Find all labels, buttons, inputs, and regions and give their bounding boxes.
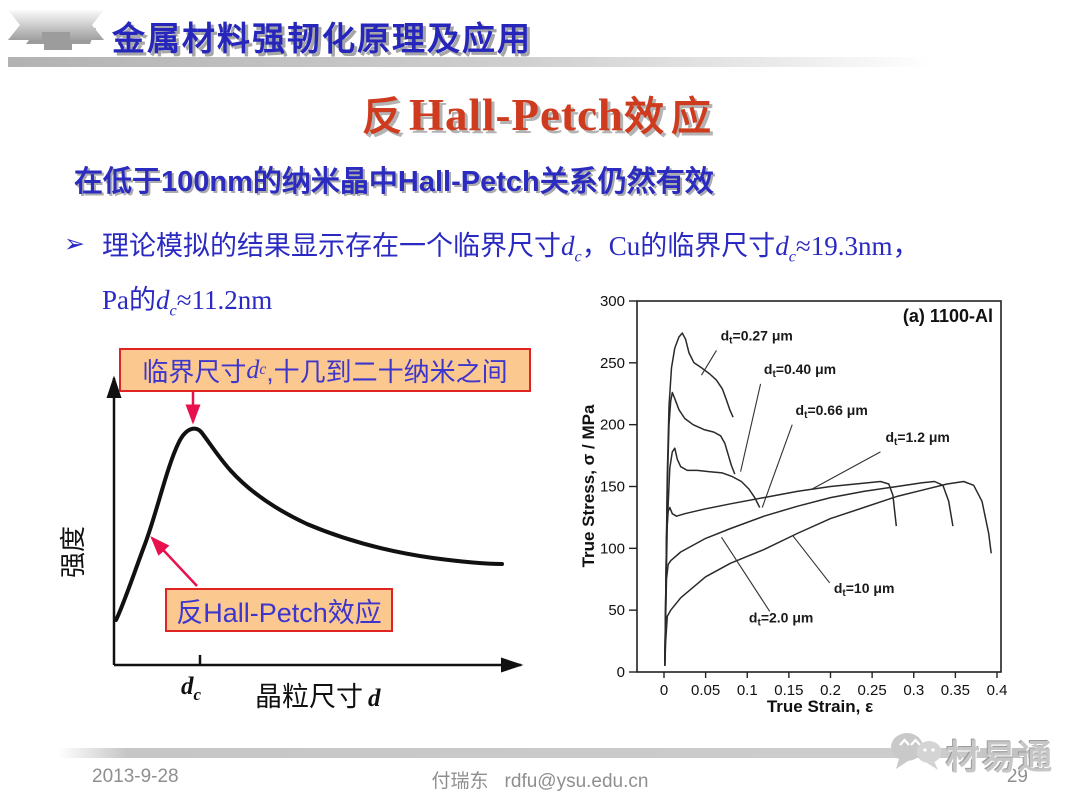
bullet-marker-icon: ➢: [64, 230, 85, 258]
value-11nm: ≈11.2nm: [176, 285, 273, 316]
element-pa: Pa: [102, 285, 129, 316]
svg-text:250: 250: [600, 355, 625, 372]
value-19nm: ≈19.3nm: [795, 231, 893, 261]
footer-divider: [58, 748, 1048, 758]
strength-curve: [114, 426, 504, 622]
svg-text:True Stress, σ / MPa: True Stress, σ / MPa: [580, 404, 598, 567]
annotation-arrow-rising: [150, 536, 198, 587]
schematic-plot: 强度 dc 晶粒尺寸 d: [58, 375, 524, 712]
svg-text:dt=0.66 μm: dt=0.66 μm: [796, 402, 868, 421]
x-axis-label: 晶粒尺寸 d: [255, 682, 381, 712]
math-sub-c: c: [259, 361, 267, 378]
svg-text:True Strain, ε: True Strain, ε: [767, 697, 873, 716]
slide-title: 反Hall-Petch效应: [0, 84, 1080, 142]
svg-text:0.15: 0.15: [774, 682, 803, 699]
svg-text:0.35: 0.35: [941, 682, 970, 699]
svg-text:dt=0.40 μm: dt=0.40 μm: [764, 361, 836, 380]
math-d: d: [156, 285, 170, 316]
math-d: d: [561, 231, 575, 261]
svg-text:0.4: 0.4: [987, 682, 1008, 699]
svg-text:200: 200: [600, 417, 625, 434]
svg-text:300: 300: [600, 293, 625, 310]
bullet-text: 理论模拟的结果显示存在一个临界尺寸dc，Cu的临界尺寸dc≈19.3nm， Pa…: [102, 224, 1059, 333]
slide-title-cn-prefix: 反: [362, 95, 410, 139]
footer-date: 2013-9-28: [92, 766, 179, 787]
slide-title-cn-suffix: 效应: [623, 95, 718, 139]
course-title: 金属材料强韧化原理及应用: [112, 20, 532, 57]
callout-critical-size: 临界尺寸 d c ,十几到二十纳米之间: [119, 348, 531, 392]
svg-text:0: 0: [660, 682, 668, 699]
bullet-item: ➢ 理论模拟的结果显示存在一个临界尺寸dc，Cu的临界尺寸dc≈19.3nm， …: [64, 224, 1059, 333]
callout-text: ,十几到二十纳米之间: [266, 356, 508, 387]
header-divider: [8, 57, 933, 67]
svg-text:0.1: 0.1: [737, 682, 758, 699]
svg-text:dt=10 μm: dt=10 μm: [834, 580, 895, 599]
footer-email: rdfu@ysu.edu.cn: [504, 771, 649, 792]
svg-text:dt=1.2 μm: dt=1.2 μm: [885, 429, 949, 448]
watermark: 材易通: [886, 726, 1054, 782]
svg-text:0: 0: [617, 664, 625, 681]
svg-text:0.05: 0.05: [691, 682, 720, 699]
svg-text:(a) 1100-Al: (a) 1100-Al: [903, 306, 993, 326]
bullet-text-part: 的: [129, 285, 156, 316]
footer-author: 付瑞东: [431, 771, 489, 792]
svg-text:150: 150: [600, 478, 625, 495]
watermark-text: 材易通: [946, 738, 1054, 777]
math-sub-c: c: [574, 247, 582, 266]
slide-title-latin: Hall-Petch: [409, 90, 624, 140]
chat-bubbles-logo-icon: [891, 733, 942, 770]
school-ribbon-logo-icon: [8, 10, 104, 50]
svg-text:0.2: 0.2: [820, 682, 841, 699]
svg-text:100: 100: [600, 540, 625, 557]
callout-inverse-hall-petch: 反Hall-Petch效应: [165, 588, 393, 632]
math-sub-c: c: [169, 301, 177, 320]
svg-text:50: 50: [608, 602, 625, 619]
bullet-text-part: ，: [892, 231, 920, 261]
math-sub-c: c: [788, 247, 796, 266]
dc-tick-label: dc: [181, 673, 202, 704]
svg-text:0.25: 0.25: [858, 682, 887, 699]
footer-author-email: 付瑞东 rdfu@ysu.edu.cn: [0, 766, 1080, 793]
stress-strain-plot: 0 50 100 150 200 250 300 0 0.05 0.1 0.15 0.2 0.25 0.3…: [580, 293, 1008, 716]
svg-text:dt=0.27 μm: dt=0.27 μm: [721, 328, 793, 347]
page-number: 29: [1006, 766, 1028, 787]
callout-text: 临界尺寸: [142, 356, 247, 387]
slide-subtitle: 在低于100nm的纳米晶中Hall-Petch关系仍然有效: [74, 166, 714, 198]
element-cu: Cu: [608, 231, 641, 261]
svg-text:0.3: 0.3: [903, 682, 924, 699]
bullet-text-part: 的临界尺寸: [640, 231, 776, 261]
strength-vs-grainsize-diagram: 强度 dc 晶粒尺寸 d 临界尺寸 d c ,十几到二十纳米之间 反Hall-Petch…: [55, 338, 545, 730]
svg-text:dt=2.0 μm: dt=2.0 μm: [749, 610, 813, 629]
math-d: d: [246, 355, 260, 384]
bullet-text-part: ，: [581, 231, 609, 261]
y-axis-label: 强度: [58, 526, 88, 578]
bullet-text-part: 理论模拟的结果显示存在一个临界尺寸: [102, 231, 561, 261]
math-d: d: [775, 231, 789, 261]
